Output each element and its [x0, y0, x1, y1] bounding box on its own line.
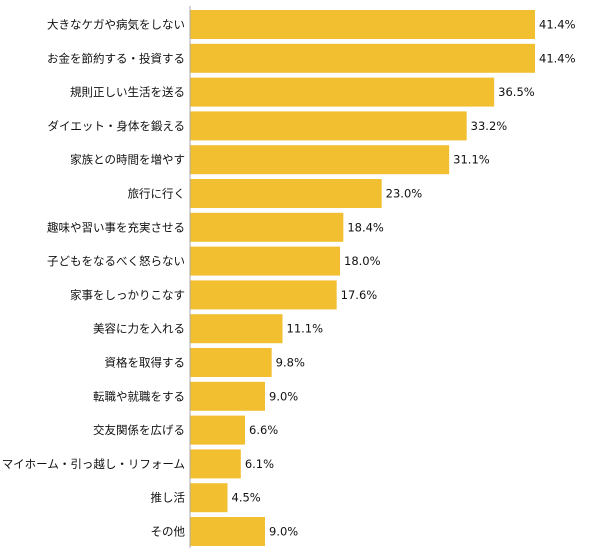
category-label-0: 大きなケガや病気をしない — [47, 18, 185, 32]
value-label-2: 36.5% — [498, 85, 535, 99]
value-label-14: 4.5% — [232, 491, 261, 505]
category-label-5: 旅行に行く — [128, 187, 186, 201]
value-label-9: 11.1% — [287, 322, 324, 336]
bar-6 — [190, 212, 344, 242]
category-label-14: 推し活 — [151, 491, 186, 505]
value-label-15: 9.0% — [269, 525, 298, 539]
value-label-10: 9.8% — [276, 356, 305, 370]
category-label-8: 家事をしっかりこなす — [70, 288, 185, 302]
value-label-13: 6.1% — [245, 457, 274, 471]
bar-12 — [190, 415, 245, 445]
bar-0 — [190, 10, 535, 39]
category-label-12: 交友関係を広げる — [93, 423, 185, 437]
category-label-6: 趣味や習い事を充実させる — [47, 220, 185, 234]
category-label-9: 美容に力を入れる — [93, 322, 185, 336]
bar-11 — [190, 381, 265, 411]
value-label-12: 6.6% — [249, 423, 278, 437]
bar-4 — [190, 145, 450, 175]
bars-layer — [190, 10, 535, 546]
category-label-15: その他 — [151, 525, 186, 539]
value-label-5: 23.0% — [386, 187, 423, 201]
bar-3 — [190, 111, 467, 141]
value-label-3: 33.2% — [471, 119, 508, 133]
category-label-7: 子どもをなるべく怒らない — [47, 254, 185, 268]
bar-1 — [190, 43, 535, 73]
category-label-13: マイホーム・引っ越し・リフォーム — [2, 457, 185, 471]
value-label-4: 31.1% — [453, 153, 490, 167]
bar-13 — [190, 449, 241, 479]
category-label-4: 家族との時間を増やす — [70, 153, 185, 167]
value-label-0: 41.4% — [539, 18, 576, 32]
category-label-2: 規則正しい生活を送る — [70, 85, 185, 99]
category-label-11: 転職や就職をする — [93, 389, 185, 403]
value-labels-layer: 41.4% 41.4% 36.5% 33.2% 31.1% 23.0% 18.4% 18.0%… — [232, 18, 576, 539]
category-label-3: ダイエット・身体を鍛える — [47, 119, 185, 133]
value-label-1: 41.4% — [539, 51, 576, 65]
bar-2 — [190, 77, 495, 107]
value-label-8: 17.6% — [341, 288, 378, 302]
value-label-11: 9.0% — [269, 389, 298, 403]
bar-14 — [190, 483, 228, 513]
category-label-1: お金を節約する・投資する — [47, 51, 185, 65]
bar-7 — [190, 246, 340, 276]
bar-8 — [190, 280, 337, 310]
value-label-7: 18.0% — [344, 254, 381, 268]
value-label-6: 18.4% — [347, 220, 384, 234]
bar-15 — [190, 517, 265, 546]
bar-9 — [190, 314, 283, 344]
bar-10 — [190, 348, 272, 377]
category-labels-layer: 大きなケガや病気をしないお金を節約する・投資する規則正しい生活を送るダイエット・… — [2, 18, 186, 539]
category-label-10: 資格を取得する — [105, 356, 186, 370]
bar-5 — [190, 179, 382, 208]
